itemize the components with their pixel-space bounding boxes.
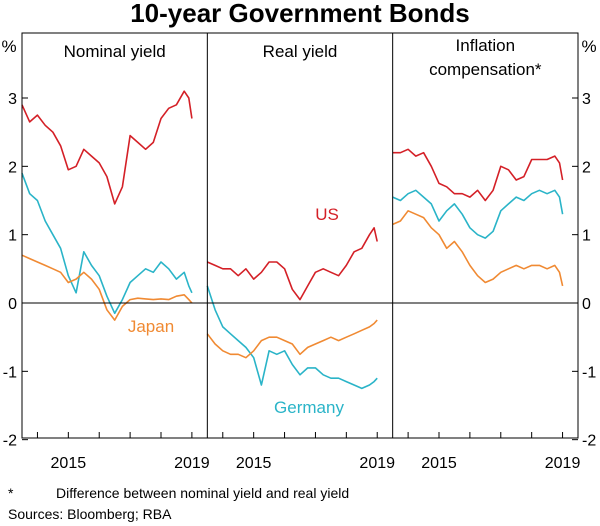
x-tick-label: 2015 [421,455,457,472]
panel-2: Real yield US Germany Japan [128,42,378,417]
series-label-germany: Germany [274,398,344,417]
series-line-us [206,227,378,301]
y-tick-label-left: 1 [8,228,17,245]
y-tick-label-left: -2 [3,433,17,450]
panel-title: compensation* [429,60,542,79]
y-tick-label-left: 0 [8,296,17,313]
x-tick-label: 2015 [236,455,272,472]
series-line-germany [392,189,564,239]
panel-3: Inflation compensation* [392,36,564,287]
series-line-japan [392,210,564,287]
x-tick-group: 2015 2019 2015 2019 2015 2019 [36,432,581,472]
series-label-japan: Japan [128,317,174,336]
panel-title: Inflation [456,36,516,55]
y-tick-label-left: -1 [3,364,17,381]
x-tick-label: 2019 [545,455,581,472]
panel-1: Nominal yield [21,42,193,321]
y-tick-label-right: 3 [582,91,591,108]
chart-title: 10-year Government Bonds [130,0,470,28]
y-tick-label-left: 3 [8,91,17,108]
frame-group [21,32,579,439]
footnote-group: * Difference between nominal yield and re… [8,485,349,522]
y-tick-label-left: 2 [8,159,17,176]
series-line-japan [21,254,193,321]
y-tick-label-right: 0 [582,296,591,313]
x-tick-label: 2015 [51,455,87,472]
series-line-us [21,90,193,205]
series-line-germany [21,172,193,315]
panel-title: Real yield [263,42,338,61]
panels-group: Nominal yield Real yield US Germany Japan Inf… [21,36,564,417]
y-tick-label-right: -2 [582,433,596,450]
x-tick-label: 2019 [174,455,210,472]
y-tick-group: 3 3 2 2 1 1 0 0 -1 -1 -2 -2 [3,91,597,450]
series-line-japan [206,319,378,359]
panel-title: Nominal yield [64,42,166,61]
x-tick-label: 2019 [359,455,395,472]
series-line-us [392,148,564,202]
series-line-germany [206,285,378,390]
y-tick-label-right: 2 [582,159,591,176]
plot-frame [21,32,579,439]
y-unit-left: % [1,37,16,56]
y-tick-label-right: 1 [582,228,591,245]
footnote-text: Sources: Bloomberg; RBA [8,506,172,522]
footnote-text: Difference between nominal yield and rea… [56,485,349,501]
y-tick-label-right: -1 [582,364,596,381]
y-unit-right: % [581,37,596,56]
series-label-us: US [315,205,339,224]
footnote-marker: * [8,485,14,501]
